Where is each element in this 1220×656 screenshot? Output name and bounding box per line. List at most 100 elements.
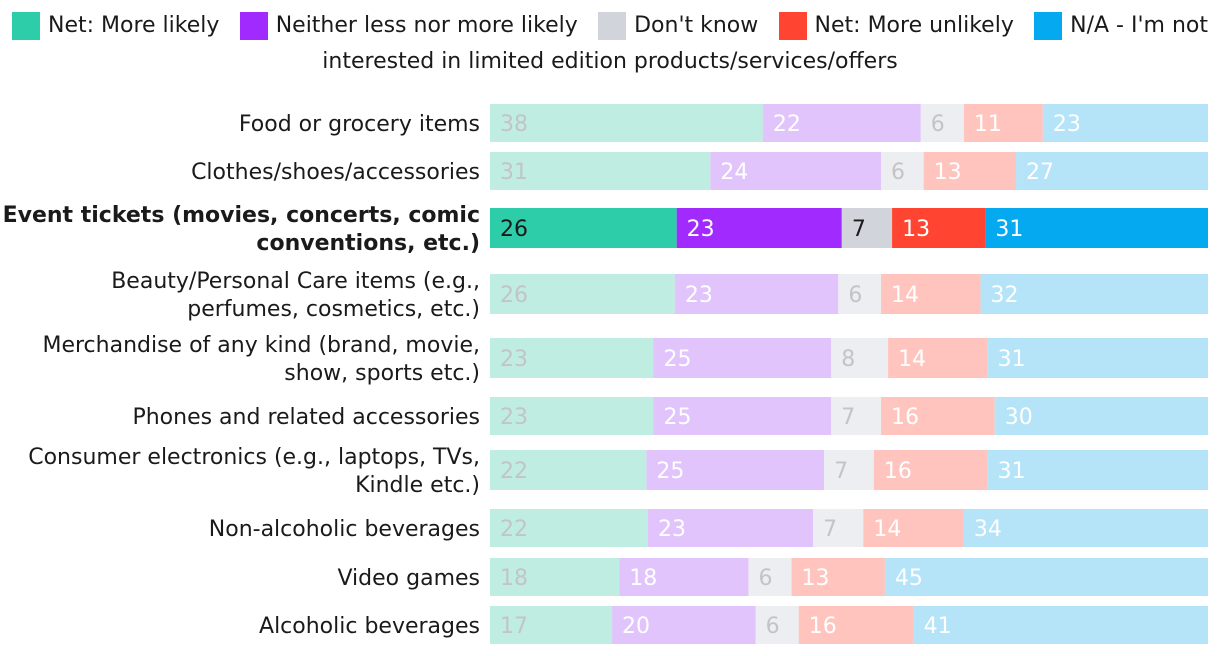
data-label: 11 bbox=[974, 112, 1002, 137]
bar-segment-dont-know bbox=[755, 606, 799, 644]
category-label: Clothes/shoes/accessories bbox=[191, 160, 480, 185]
bar-segment-net-more-likely bbox=[490, 208, 677, 248]
legend-label-na: N/A - I'm not bbox=[1070, 13, 1208, 38]
bar-segment-net-more-unlikely bbox=[873, 450, 988, 490]
bar-row: Merchandise of any kind (brand, movie, sh… bbox=[42, 333, 1208, 386]
bar-segment-na bbox=[994, 397, 1208, 435]
data-label: 16 bbox=[891, 405, 919, 430]
category-label: conventions, etc.) bbox=[256, 231, 480, 256]
data-label: 25 bbox=[664, 405, 692, 430]
bar-segment-dont-know bbox=[920, 104, 964, 142]
bar-segment-net-more-likely bbox=[490, 606, 613, 644]
bar-segment-neither bbox=[646, 450, 825, 490]
data-label: 6 bbox=[848, 283, 862, 308]
category-label: perfumes, cosmetics, etc.) bbox=[187, 297, 480, 322]
bar-segment-neither bbox=[619, 558, 749, 596]
bar-segment-net-more-likely bbox=[490, 104, 763, 142]
data-label: 45 bbox=[895, 566, 923, 591]
bar-segment-net-more-likely bbox=[490, 509, 648, 547]
bar-segment-net-more-unlikely bbox=[863, 509, 964, 547]
data-label: 14 bbox=[873, 517, 901, 542]
bar-segment-neither bbox=[674, 274, 839, 314]
bar-segment-neither bbox=[612, 606, 756, 644]
bar-segment-net-more-unlikely bbox=[791, 558, 885, 596]
legend: Net: More likely Neither less nor more l… bbox=[0, 8, 1220, 80]
bar-segment-neither bbox=[653, 397, 832, 435]
bar-segment-dont-know bbox=[748, 558, 792, 596]
bar-segment-net-more-likely bbox=[490, 558, 620, 596]
bar-segment-na bbox=[987, 450, 1208, 490]
data-label: 31 bbox=[995, 217, 1023, 242]
data-label: 6 bbox=[891, 160, 905, 185]
category-label: Kindle etc.) bbox=[355, 473, 480, 498]
data-label: 7 bbox=[823, 517, 837, 542]
legend-item-dont-know: Don't know bbox=[598, 8, 758, 44]
bar-segment-net-more-likely bbox=[490, 274, 675, 314]
data-label: 14 bbox=[898, 347, 926, 372]
data-label: 38 bbox=[500, 112, 528, 137]
legend-swatch-na bbox=[1034, 12, 1063, 40]
data-label: 8 bbox=[841, 347, 855, 372]
category-label: Event tickets (movies, concerts, comic bbox=[3, 203, 480, 228]
data-label: 23 bbox=[658, 517, 686, 542]
bar-segment-neither bbox=[710, 152, 881, 190]
legend-label-na-continuation: interested in limited edition products/s… bbox=[322, 49, 898, 74]
bar-segment-na bbox=[987, 338, 1208, 378]
bar-segment-dont-know bbox=[813, 509, 864, 547]
bar-segment-net-more-likely bbox=[490, 397, 654, 435]
bar-segment-dont-know bbox=[831, 397, 881, 435]
category-label: show, sports etc.) bbox=[284, 361, 480, 386]
legend-item-neither: Neither less nor more likely bbox=[239, 8, 578, 44]
bar-row: Food or grocery items 38 22 6 11 23 bbox=[239, 104, 1208, 142]
legend-item-net-more-likely: Net: More likely bbox=[12, 8, 219, 44]
bar-segment-net-more-unlikely bbox=[923, 152, 1017, 190]
data-label: 23 bbox=[500, 405, 528, 430]
bar-segment-net-more-unlikely bbox=[892, 208, 986, 248]
data-label: 6 bbox=[758, 566, 772, 591]
bar-row: Consumer electronics (e.g., laptops, TVs… bbox=[28, 445, 1208, 498]
data-label: 6 bbox=[931, 112, 945, 137]
bar-segment-na bbox=[980, 274, 1208, 314]
bar-segment-na bbox=[1016, 152, 1208, 190]
legend-swatch-net-more-likely bbox=[12, 12, 40, 40]
data-label: 26 bbox=[500, 217, 528, 242]
bar-segment-na bbox=[884, 558, 1208, 596]
bar-segment-dont-know bbox=[824, 450, 874, 490]
data-label: 25 bbox=[656, 459, 684, 484]
data-label: 31 bbox=[500, 160, 528, 185]
bar-segment-net-more-unlikely bbox=[888, 338, 988, 378]
bar-row: Beauty/Personal Care items (e.g., perfume… bbox=[111, 269, 1208, 322]
bar-segment-na bbox=[1042, 104, 1208, 142]
data-label: 41 bbox=[924, 614, 952, 639]
data-label: 13 bbox=[934, 160, 962, 185]
category-label: Non-alcoholic beverages bbox=[209, 517, 480, 542]
data-label: 23 bbox=[687, 217, 715, 242]
data-label: 16 bbox=[884, 459, 912, 484]
data-label: 18 bbox=[500, 566, 528, 591]
bar-row: Non-alcoholic beverages 22 23 7 14 34 bbox=[209, 509, 1208, 547]
legend-label-net-more-unlikely: Net: More unlikely bbox=[814, 13, 1014, 38]
data-label: 32 bbox=[991, 283, 1019, 308]
bar-row: Video games 18 18 6 13 45 bbox=[337, 558, 1208, 596]
legend-swatch-net-more-unlikely bbox=[778, 12, 807, 40]
data-label: 27 bbox=[1026, 160, 1054, 185]
data-label: 17 bbox=[500, 614, 528, 639]
data-label: 25 bbox=[664, 347, 692, 372]
category-label: Video games bbox=[337, 566, 480, 591]
data-label: 13 bbox=[802, 566, 830, 591]
bar-segment-dont-know bbox=[831, 338, 889, 378]
category-label: Food or grocery items bbox=[239, 112, 480, 137]
data-label: 18 bbox=[629, 566, 657, 591]
data-label: 13 bbox=[902, 217, 930, 242]
bar-segment-dont-know bbox=[880, 152, 924, 190]
bar-segment-dont-know bbox=[838, 274, 881, 314]
category-label: Phones and related accessories bbox=[132, 405, 480, 430]
bar-row: Clothes/shoes/accessories 31 24 6 13 27 bbox=[191, 152, 1208, 190]
data-label: 24 bbox=[720, 160, 748, 185]
bar-segment-net-more-unlikely bbox=[963, 104, 1043, 142]
data-label: 23 bbox=[1053, 112, 1081, 137]
data-label: 22 bbox=[500, 517, 528, 542]
bar-segment-na bbox=[913, 606, 1208, 644]
legend-label-dont-know: Don't know bbox=[634, 13, 759, 38]
